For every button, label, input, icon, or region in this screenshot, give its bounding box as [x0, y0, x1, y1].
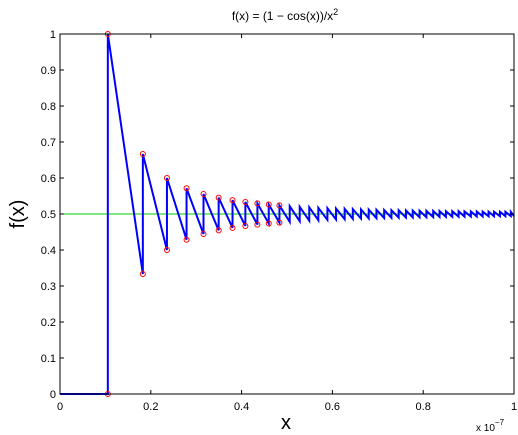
y-tick-label: 0.2: [41, 317, 56, 329]
marker-point: [183, 236, 190, 243]
x-axis-title: x: [281, 412, 291, 434]
marker-point: [215, 194, 222, 201]
marker-point: [200, 231, 207, 238]
marker-point: [254, 200, 261, 207]
marker-point: [215, 227, 222, 234]
ticks-layer: 0 0.2 0.4 0.6 0.8 1 0 0.1 0.2 0.3 0.4 0.5 0.6 0.7 0.8 0…: [41, 29, 517, 413]
marker-point: [163, 175, 170, 181]
marker-point: [139, 271, 146, 278]
marker-point: [229, 224, 236, 231]
marker-point: [229, 197, 236, 204]
x-axis-exponent: x 10−7: [476, 418, 505, 434]
chart-title: f(x) = (1 − cos(x))/x2: [232, 7, 338, 23]
y-tick-label: 0.6: [41, 173, 56, 185]
y-tick-label: 0.9: [41, 65, 56, 77]
marker-point: [242, 199, 249, 206]
y-tick-label: 0.5: [41, 209, 56, 221]
marker-point: [139, 150, 146, 157]
x-tick-label: 0: [57, 401, 63, 413]
marker-point: [163, 247, 170, 253]
marker-point: [254, 221, 261, 228]
y-tick-label: 0: [50, 389, 56, 401]
marker-point: [183, 185, 190, 192]
y-tick-label: 0.3: [41, 281, 56, 293]
marker-point: [276, 202, 283, 209]
x-tick-label: 0.2: [143, 401, 158, 413]
y-tick-label: 0.1: [41, 353, 56, 365]
marker-point: [200, 190, 207, 197]
marker-point: [265, 201, 272, 208]
x-tick-label: 0.6: [325, 401, 340, 413]
y-tick-label: 1: [50, 29, 56, 41]
y-tick-label: 0.8: [41, 101, 56, 113]
y-axis-title: f(x): [7, 200, 29, 229]
x-tick-label: 1: [511, 401, 517, 413]
y-tick-label: 0.4: [41, 245, 56, 257]
marker-point: [276, 219, 283, 226]
x-tick-label: 0.4: [234, 401, 249, 413]
series-line-0: [60, 33, 515, 395]
marker-point: [265, 220, 272, 227]
marker-point: [242, 222, 249, 229]
x-tick-label: 0.8: [416, 401, 431, 413]
y-tick-label: 0.7: [41, 137, 56, 149]
